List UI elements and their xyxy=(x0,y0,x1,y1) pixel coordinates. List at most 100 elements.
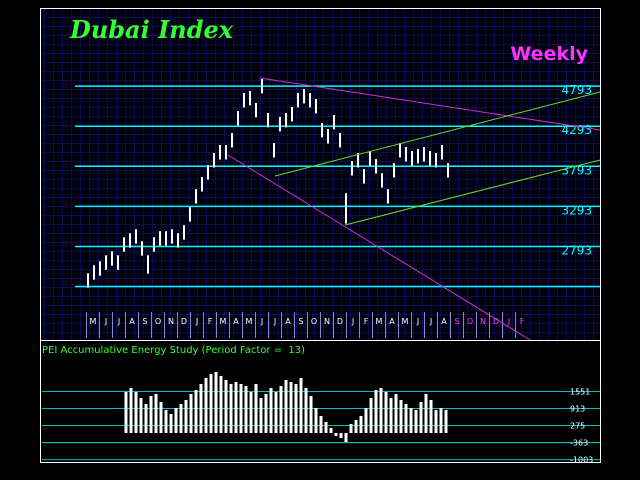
x-tick-label: O xyxy=(155,317,161,326)
x-tick-label: O xyxy=(311,317,317,326)
x-tick-label: O xyxy=(467,317,473,326)
x-tick-label: J xyxy=(507,317,510,326)
energy-bar xyxy=(149,395,153,433)
x-tick-label: M xyxy=(246,317,253,326)
x-tick-label: D xyxy=(181,317,187,326)
energy-bar xyxy=(404,403,408,433)
y-tick-label: -1003 xyxy=(570,456,593,465)
x-tick-label: M xyxy=(220,317,227,326)
energy-bar xyxy=(424,393,428,433)
energy-bar xyxy=(174,407,178,433)
energy-bar xyxy=(309,395,313,433)
energy-bar xyxy=(189,393,193,433)
energy-panel xyxy=(40,340,600,462)
energy-bar xyxy=(414,409,418,433)
energy-bar xyxy=(359,415,363,433)
energy-bar xyxy=(429,399,433,433)
energy-bar xyxy=(334,432,338,437)
x-tick-label: N xyxy=(324,317,330,326)
energy-bar xyxy=(379,387,383,433)
energy-bar xyxy=(214,371,218,433)
energy-bar xyxy=(244,385,248,433)
x-tick-label: J xyxy=(273,317,276,326)
trend-line xyxy=(227,154,531,341)
energy-bar xyxy=(319,415,323,433)
x-tick-label: M xyxy=(402,317,409,326)
x-tick-label: F xyxy=(364,317,369,326)
y-tick-label: 913 xyxy=(570,405,585,414)
x-tick-label: J xyxy=(429,317,432,326)
x-tick-label: A xyxy=(389,317,395,326)
x-tick-label: A xyxy=(285,317,291,326)
energy-bar xyxy=(139,397,143,433)
y-tick-label: 275 xyxy=(570,422,585,431)
energy-bar xyxy=(339,432,343,439)
energy-bar xyxy=(154,393,158,433)
x-tick-label: A xyxy=(129,317,135,326)
energy-bar xyxy=(394,393,398,433)
energy-bar xyxy=(209,373,213,433)
energy-bar xyxy=(399,399,403,433)
energy-bar xyxy=(144,403,148,433)
energy-bar xyxy=(364,407,368,433)
x-tick-label: S xyxy=(454,317,459,326)
energy-bar xyxy=(164,409,168,433)
trend-line xyxy=(344,159,601,226)
energy-bar xyxy=(329,427,333,433)
x-tick-label: J xyxy=(104,317,107,326)
trend-line xyxy=(274,91,601,177)
energy-bar xyxy=(344,432,348,443)
x-tick-label: N xyxy=(168,317,174,326)
frame xyxy=(40,8,601,463)
energy-bar xyxy=(184,399,188,433)
energy-bar xyxy=(324,421,328,433)
energy-bar xyxy=(239,383,243,433)
energy-bar xyxy=(439,407,443,433)
y-tick-label: -363 xyxy=(570,439,588,448)
x-tick-label: J xyxy=(195,317,198,326)
energy-bar xyxy=(264,393,268,433)
x-tick-label: M xyxy=(90,317,97,326)
energy-bar xyxy=(169,413,173,433)
y-tick-label: 4793 xyxy=(561,83,592,97)
y-tick-label: 1551 xyxy=(570,388,590,397)
energy-bar xyxy=(134,391,138,433)
y-tick-label: 3793 xyxy=(561,163,592,177)
energy-bar xyxy=(274,391,278,433)
energy-bar xyxy=(354,419,358,433)
x-tick-label: J xyxy=(260,317,263,326)
energy-bar xyxy=(434,409,438,433)
energy-bar xyxy=(349,423,353,433)
energy-bar xyxy=(254,383,258,433)
x-tick-label: J xyxy=(117,317,120,326)
energy-bar xyxy=(389,397,393,433)
energy-bar xyxy=(314,407,318,433)
energy-bar xyxy=(374,389,378,433)
energy-bar xyxy=(409,407,413,433)
energy-bar xyxy=(279,385,283,433)
energy-bar xyxy=(269,387,273,433)
energy-bar xyxy=(259,397,263,433)
x-tick-label: J xyxy=(351,317,354,326)
energy-bar xyxy=(419,401,423,433)
energy-bar xyxy=(294,383,298,433)
energy-bar xyxy=(444,409,448,433)
x-tick-label: S xyxy=(298,317,303,326)
x-tick-label: F xyxy=(208,317,213,326)
energy-bar xyxy=(234,381,238,433)
energy-chart: -1003 -363 275 913 1551 xyxy=(42,371,600,465)
study-title: PEI Accumulative Energy Study (Period Fa… xyxy=(42,345,305,356)
energy-bar xyxy=(289,381,293,433)
y-tick-label: 4293 xyxy=(561,123,592,137)
energy-bar xyxy=(284,379,288,433)
x-tick-label: J xyxy=(416,317,419,326)
x-tick-label: M xyxy=(376,317,383,326)
energy-bar xyxy=(369,397,373,433)
y-tick-label: 3293 xyxy=(561,203,592,217)
chart-title: Dubai Index xyxy=(69,15,234,44)
energy-bar xyxy=(299,377,303,433)
chart-subtitle: Weekly xyxy=(510,43,588,65)
x-tick-label: A xyxy=(233,317,239,326)
